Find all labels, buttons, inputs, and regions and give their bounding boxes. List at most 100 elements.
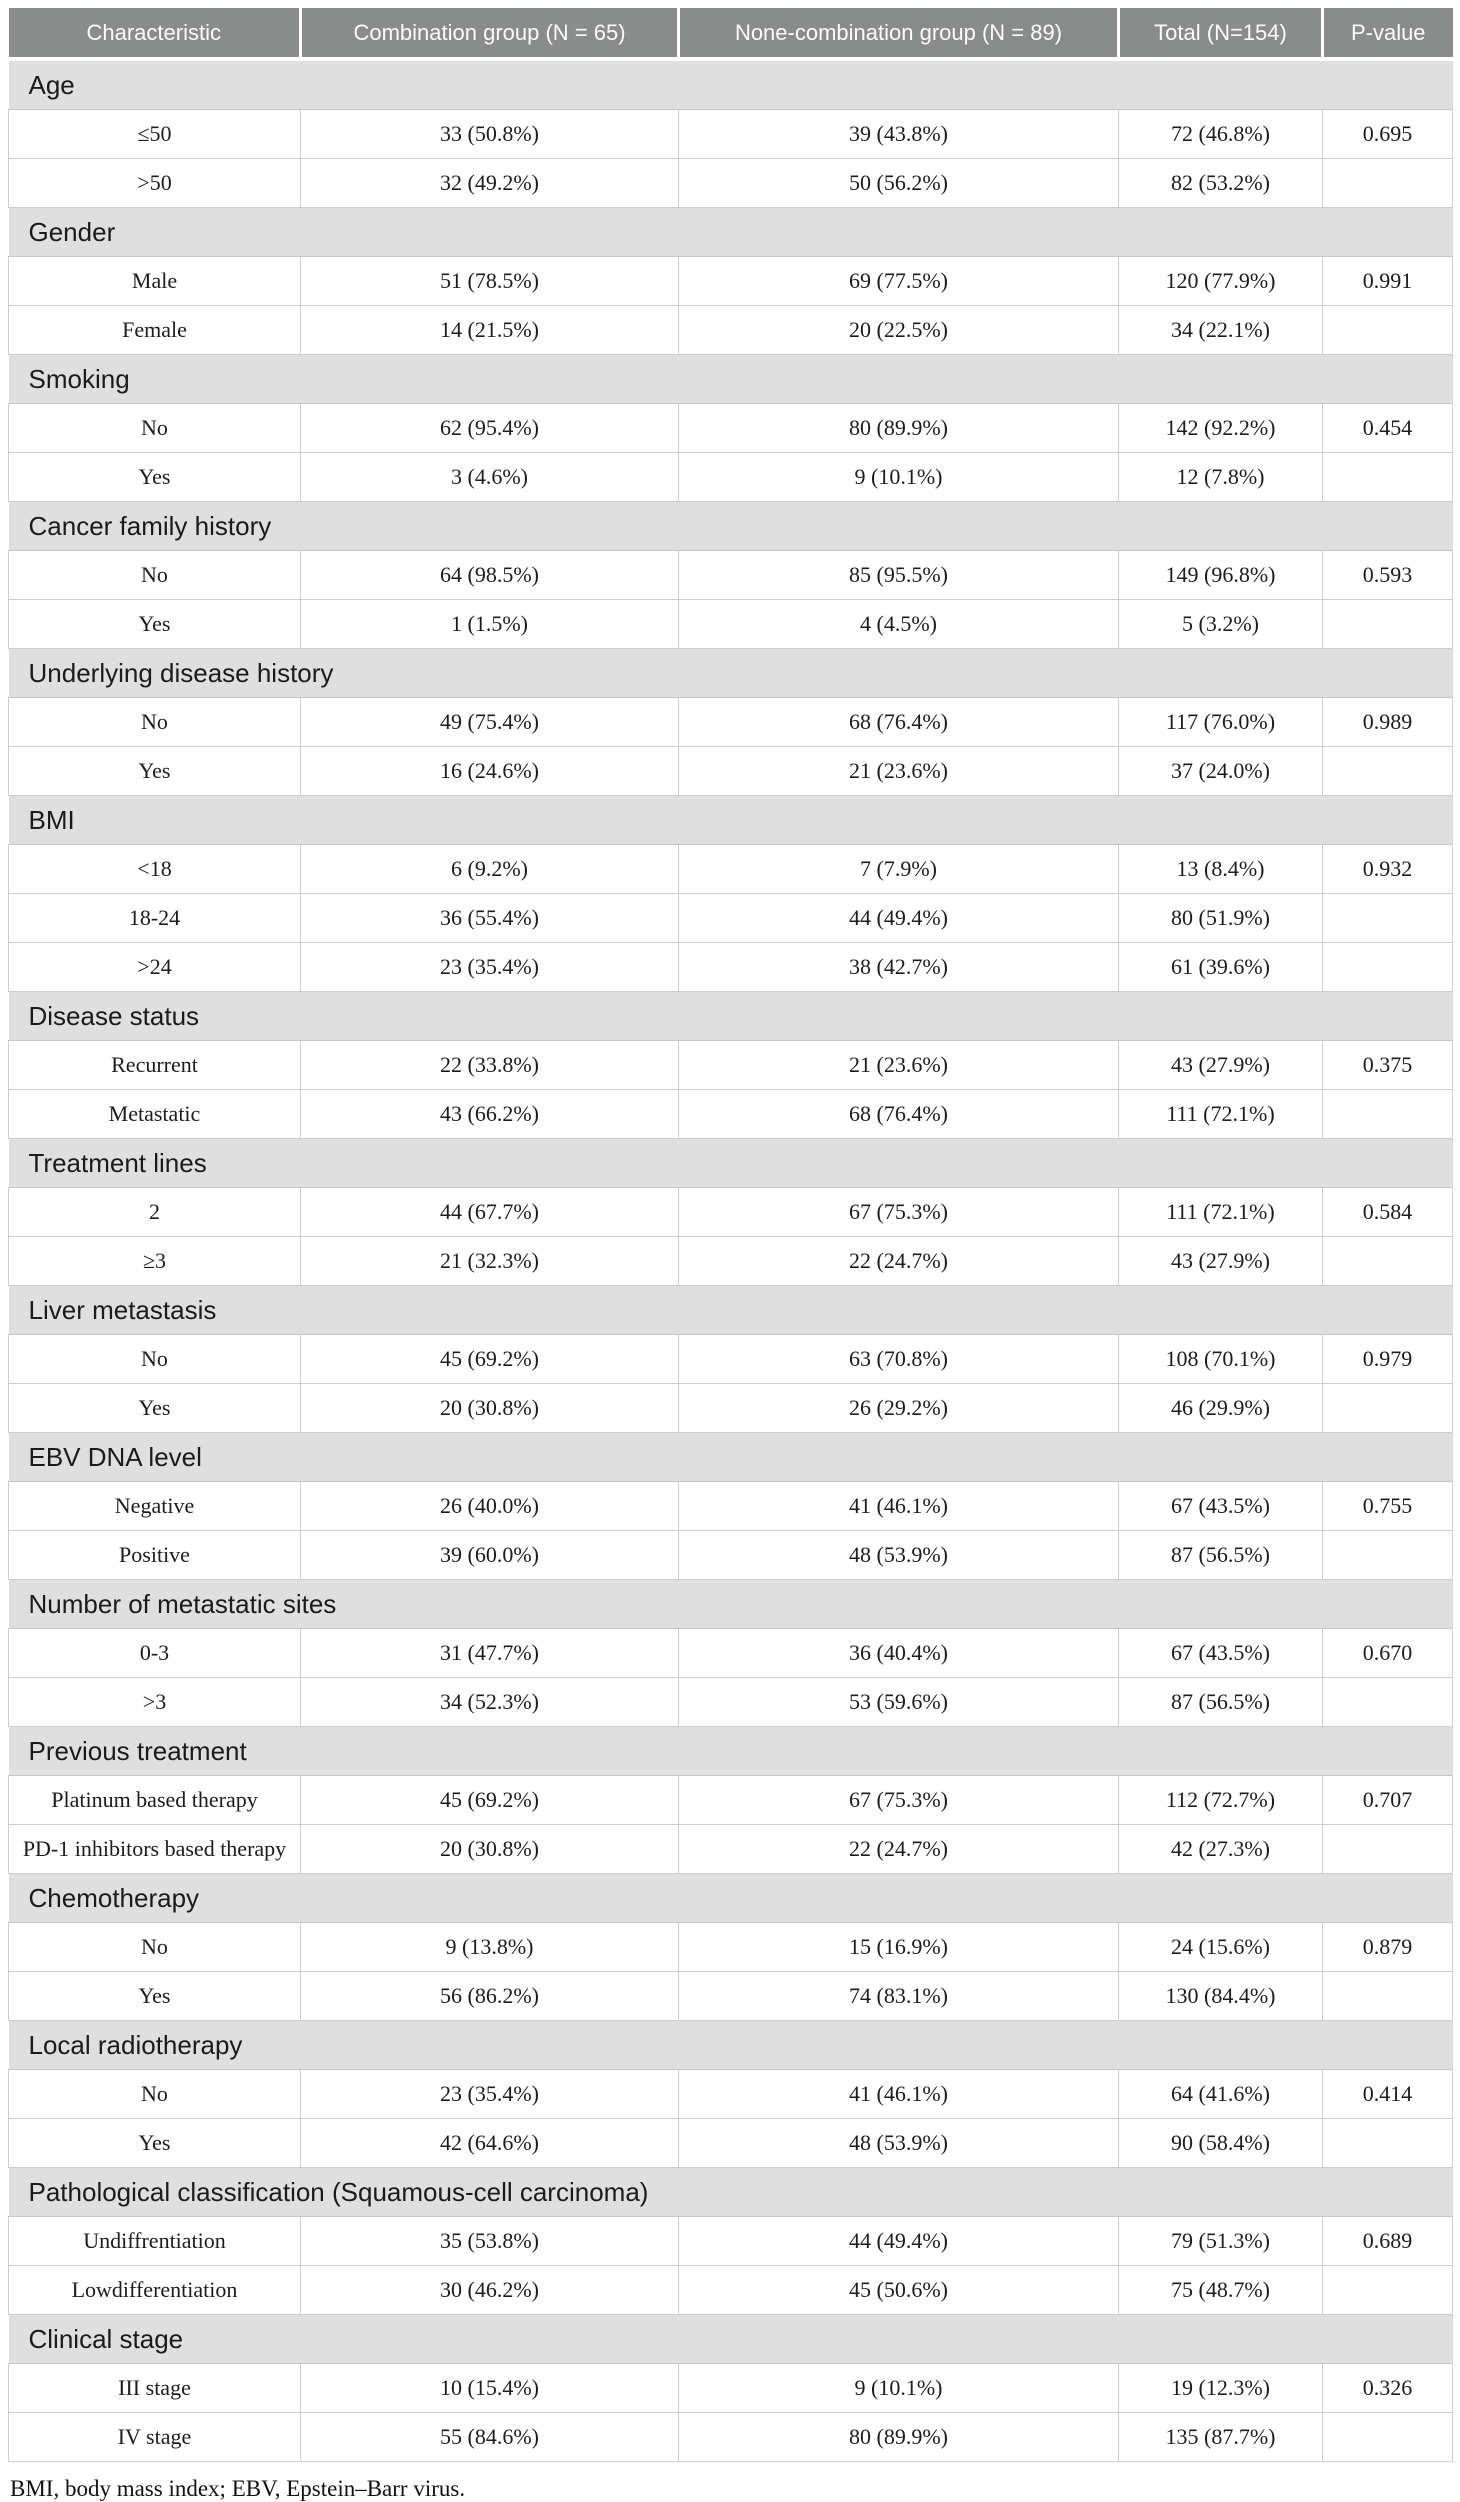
table-row: Yes 56 (86.2%) 74 (83.1%) 130 (84.4%) bbox=[8, 1971, 1453, 2021]
value-cell: 48 (53.9%) bbox=[678, 1530, 1119, 1580]
value-cell: 49 (75.4%) bbox=[300, 697, 679, 747]
value-cell: 48 (53.9%) bbox=[678, 2118, 1119, 2168]
value-cell: 20 (30.8%) bbox=[300, 1824, 679, 1874]
section-label: Treatment lines bbox=[8, 1138, 1453, 1188]
row-label: >3 bbox=[8, 1677, 301, 1727]
header-row: Characteristic Combination group (N = 65)… bbox=[8, 8, 1453, 61]
value-cell: 62 (95.4%) bbox=[300, 403, 679, 453]
value-cell: 80 (89.9%) bbox=[678, 403, 1119, 453]
value-cell: 32 (49.2%) bbox=[300, 158, 679, 208]
value-cell: 7 (7.9%) bbox=[678, 844, 1119, 894]
value-cell: 43 (27.9%) bbox=[1118, 1040, 1323, 1090]
value-cell: 20 (30.8%) bbox=[300, 1383, 679, 1433]
p-value-cell: 0.932 bbox=[1322, 844, 1453, 894]
value-cell: 44 (67.7%) bbox=[300, 1187, 679, 1237]
p-value-cell: 0.707 bbox=[1322, 1775, 1453, 1825]
row-label: No bbox=[8, 550, 301, 600]
row-label: <18 bbox=[8, 844, 301, 894]
table-row: >3 34 (52.3%) 53 (59.6%) 87 (56.5%) bbox=[8, 1677, 1453, 1727]
column-header-3: Total (N=154) bbox=[1117, 8, 1323, 61]
value-cell: 15 (16.9%) bbox=[678, 1922, 1119, 1972]
value-cell: 39 (60.0%) bbox=[300, 1530, 679, 1580]
p-value-cell: 0.695 bbox=[1322, 109, 1453, 159]
value-cell: 35 (53.8%) bbox=[300, 2216, 679, 2266]
section-row: Local radiotherapy bbox=[8, 2020, 1453, 2070]
section-row: Smoking bbox=[8, 354, 1453, 404]
table-row: Positive 39 (60.0%) 48 (53.9%) 87 (56.5%) bbox=[8, 1530, 1453, 1580]
value-cell: 34 (52.3%) bbox=[300, 1677, 679, 1727]
value-cell: 111 (72.1%) bbox=[1118, 1089, 1323, 1139]
table-row: Metastatic 43 (66.2%) 68 (76.4%) 111 (72.1%… bbox=[8, 1089, 1453, 1139]
section-row: Age bbox=[8, 58, 1453, 110]
table-row: Yes 1 (1.5%) 4 (4.5%) 5 (3.2%) bbox=[8, 599, 1453, 649]
p-value-cell: 0.414 bbox=[1322, 2069, 1453, 2119]
row-label: IV stage bbox=[8, 2412, 301, 2462]
value-cell: 44 (49.4%) bbox=[678, 893, 1119, 943]
p-value-cell: 0.670 bbox=[1322, 1628, 1453, 1678]
table-row: No 64 (98.5%) 85 (95.5%) 149 (96.8%) 0.593 bbox=[8, 550, 1453, 600]
value-cell: 22 (24.7%) bbox=[678, 1236, 1119, 1286]
value-cell: 112 (72.7%) bbox=[1118, 1775, 1323, 1825]
table-row: Recurrent 22 (33.8%) 21 (23.6%) 43 (27.9%) 0… bbox=[8, 1040, 1453, 1090]
row-label: Male bbox=[8, 256, 301, 306]
section-row: Underlying disease history bbox=[8, 648, 1453, 698]
section-label: Gender bbox=[8, 207, 1453, 257]
p-value-cell: 0.991 bbox=[1322, 256, 1453, 306]
value-cell: 67 (75.3%) bbox=[678, 1187, 1119, 1237]
value-cell: 90 (58.4%) bbox=[1118, 2118, 1323, 2168]
value-cell: 61 (39.6%) bbox=[1118, 942, 1323, 992]
value-cell: 26 (29.2%) bbox=[678, 1383, 1119, 1433]
p-value-cell bbox=[1322, 2265, 1453, 2315]
value-cell: 9 (10.1%) bbox=[678, 452, 1119, 502]
table-row: Yes 16 (24.6%) 21 (23.6%) 37 (24.0%) bbox=[8, 746, 1453, 796]
value-cell: 16 (24.6%) bbox=[300, 746, 679, 796]
value-cell: 13 (8.4%) bbox=[1118, 844, 1323, 894]
section-label: Clinical stage bbox=[8, 2314, 1453, 2364]
row-label: PD-1 inhibitors based therapy bbox=[8, 1824, 301, 1874]
value-cell: 56 (86.2%) bbox=[300, 1971, 679, 2021]
value-cell: 26 (40.0%) bbox=[300, 1481, 679, 1531]
table-row: Platinum based therapy 45 (69.2%) 67 (75.3… bbox=[8, 1775, 1453, 1825]
section-label: Smoking bbox=[8, 354, 1453, 404]
column-header-1: Combination group (N = 65) bbox=[299, 8, 679, 61]
value-cell: 64 (98.5%) bbox=[300, 550, 679, 600]
section-row: Gender bbox=[8, 207, 1453, 257]
value-cell: 51 (78.5%) bbox=[300, 256, 679, 306]
row-label: No bbox=[8, 1922, 301, 1972]
row-label: Yes bbox=[8, 2118, 301, 2168]
row-label: Metastatic bbox=[8, 1089, 301, 1139]
value-cell: 30 (46.2%) bbox=[300, 2265, 679, 2315]
section-row: Liver metastasis bbox=[8, 1285, 1453, 1335]
section-label: Local radiotherapy bbox=[8, 2020, 1453, 2070]
table-row: No 62 (95.4%) 80 (89.9%) 142 (92.2%) 0.454 bbox=[8, 403, 1453, 453]
value-cell: 10 (15.4%) bbox=[300, 2363, 679, 2413]
value-cell: 142 (92.2%) bbox=[1118, 403, 1323, 453]
table-body: Age ≤50 33 (50.8%) 39 (43.8%) 72 (46.8%) 0.69… bbox=[8, 58, 1453, 2462]
value-cell: 68 (76.4%) bbox=[678, 1089, 1119, 1139]
row-label: Yes bbox=[8, 746, 301, 796]
table-row: No 49 (75.4%) 68 (76.4%) 117 (76.0%) 0.989 bbox=[8, 697, 1453, 747]
value-cell: 14 (21.5%) bbox=[300, 305, 679, 355]
value-cell: 34 (22.1%) bbox=[1118, 305, 1323, 355]
value-cell: 21 (32.3%) bbox=[300, 1236, 679, 1286]
p-value-cell: 0.326 bbox=[1322, 2363, 1453, 2413]
value-cell: 82 (53.2%) bbox=[1118, 158, 1323, 208]
value-cell: 53 (59.6%) bbox=[678, 1677, 1119, 1727]
value-cell: 87 (56.5%) bbox=[1118, 1530, 1323, 1580]
p-value-cell bbox=[1322, 2412, 1453, 2462]
p-value-cell: 0.593 bbox=[1322, 550, 1453, 600]
row-label: ≤50 bbox=[8, 109, 301, 159]
value-cell: 9 (10.1%) bbox=[678, 2363, 1119, 2413]
column-header-0: Characteristic bbox=[8, 8, 301, 61]
value-cell: 36 (55.4%) bbox=[300, 893, 679, 943]
value-cell: 75 (48.7%) bbox=[1118, 2265, 1323, 2315]
row-label: Undiffrentiation bbox=[8, 2216, 301, 2266]
value-cell: 39 (43.8%) bbox=[678, 109, 1119, 159]
value-cell: 21 (23.6%) bbox=[678, 1040, 1119, 1090]
table-row: No 9 (13.8%) 15 (16.9%) 24 (15.6%) 0.879 bbox=[8, 1922, 1453, 1972]
section-row: EBV DNA level bbox=[8, 1432, 1453, 1482]
section-label: Disease status bbox=[8, 991, 1453, 1041]
table-row: >24 23 (35.4%) 38 (42.7%) 61 (39.6%) bbox=[8, 942, 1453, 992]
p-value-cell: 0.584 bbox=[1322, 1187, 1453, 1237]
